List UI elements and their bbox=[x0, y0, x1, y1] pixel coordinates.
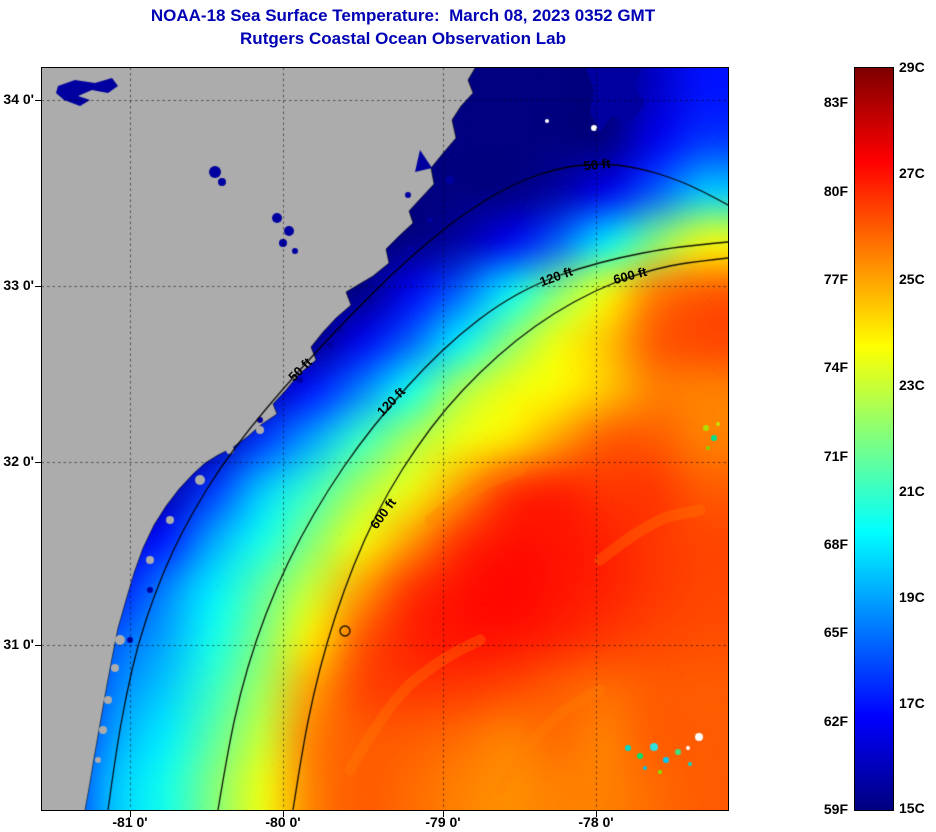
lat-tick-label: 33 0' bbox=[3, 277, 34, 293]
colorbar bbox=[854, 67, 894, 811]
colorbar-celsius-label: 25C bbox=[899, 271, 925, 287]
lat-tick-mark bbox=[35, 286, 41, 287]
lon-tick-mark bbox=[130, 811, 131, 817]
lon-tick-mark bbox=[283, 811, 284, 817]
colorbar-fahrenheit-label: 62F bbox=[823, 712, 848, 729]
lat-tick-label: 31 0' bbox=[3, 636, 34, 652]
colorbar-fahrenheit-label: 65F bbox=[823, 624, 848, 641]
lat-tick-label: 34 0' bbox=[3, 91, 34, 107]
sst-raster-image bbox=[42, 68, 728, 810]
colorbar-fahrenheit-label: 83F bbox=[823, 94, 848, 111]
lon-tick-label: -81 0' bbox=[112, 814, 148, 830]
colorbar-celsius-label: 23C bbox=[899, 377, 925, 393]
colorbar-fahrenheit-label: 68F bbox=[823, 536, 848, 552]
colorbar-fahrenheit-label: 80F bbox=[823, 182, 848, 199]
lon-tick-mark bbox=[443, 811, 444, 817]
colorbar-celsius-label: 21C bbox=[899, 483, 925, 499]
depth-contour-label: 120 ft bbox=[373, 384, 409, 419]
colorbar-celsius-label: 15C bbox=[899, 800, 925, 816]
lon-tick-label: -80 0' bbox=[265, 814, 301, 830]
colorbar-fahrenheit-label: 77F bbox=[823, 271, 848, 287]
colorbar-celsius-label: 29C bbox=[899, 59, 925, 75]
lon-tick-label: -79 0' bbox=[425, 814, 461, 830]
depth-contour-label: 120 ft bbox=[537, 263, 575, 290]
depth-contour-label: 600 ft bbox=[611, 263, 649, 288]
depth-contour-labels: 50 ft 50 ft 120 ft 120 ft 600 ft 600 ft bbox=[42, 68, 728, 810]
depth-contour-label: 50 ft bbox=[582, 155, 612, 174]
lon-tick-label: -78 0' bbox=[578, 814, 614, 830]
colorbar-fahrenheit-label: 74F bbox=[823, 359, 848, 376]
map-plot: 50 ft 50 ft 120 ft 120 ft 600 ft 600 ft bbox=[41, 67, 729, 811]
colorbar-gradient bbox=[855, 68, 893, 810]
lat-tick-mark bbox=[35, 645, 41, 646]
colorbar-celsius-label: 27C bbox=[899, 165, 925, 181]
depth-contour-label: 50 ft bbox=[285, 354, 315, 385]
lon-tick-mark bbox=[596, 811, 597, 817]
lat-tick-label: 32 0' bbox=[3, 453, 34, 469]
lat-tick-mark bbox=[35, 100, 41, 101]
colorbar-celsius-label: 17C bbox=[899, 695, 925, 711]
colorbar-fahrenheit-label: 71F bbox=[823, 447, 848, 464]
colorbar-fahrenheit-label: 59F bbox=[823, 801, 848, 817]
colorbar-celsius-label: 19C bbox=[899, 589, 925, 605]
depth-contour-label: 600 ft bbox=[366, 495, 400, 532]
page-title: NOAA-18 Sea Surface Temperature: March 0… bbox=[150, 6, 656, 25]
page-subtitle: Rutgers Coastal Ocean Observation Lab bbox=[240, 29, 566, 48]
lat-tick-mark bbox=[35, 462, 41, 463]
